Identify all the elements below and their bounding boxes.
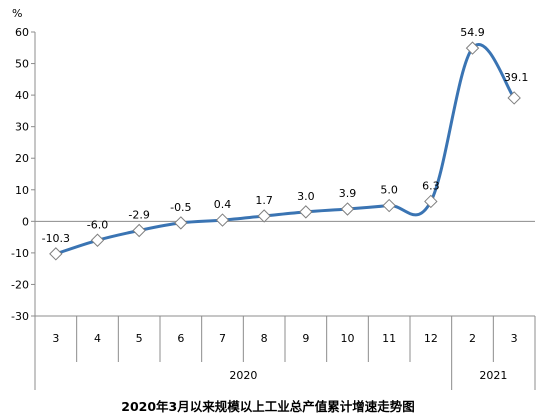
data-point-marker xyxy=(299,205,313,219)
y-tick-label: 30 xyxy=(15,121,29,134)
x-tick-label: 5 xyxy=(136,332,143,345)
x-tick-label: 2 xyxy=(469,332,476,345)
data-point-marker xyxy=(132,223,146,238)
y-tick-label: -10 xyxy=(11,247,29,260)
data-label: -2.9 xyxy=(128,208,149,221)
x-tick-label: 9 xyxy=(302,332,309,345)
data-label: -0.5 xyxy=(170,201,191,214)
data-point-marker xyxy=(174,216,188,230)
data-label: 5.0 xyxy=(380,184,398,197)
y-tick-label: -20 xyxy=(11,278,29,291)
data-label: 1.7 xyxy=(255,194,273,207)
x-tick-label: 4 xyxy=(94,332,101,345)
y-tick-label: 10 xyxy=(15,184,29,197)
data-label: 3.0 xyxy=(297,190,315,203)
y-axis-unit-label: % xyxy=(12,7,22,20)
x-tick-label: 3 xyxy=(52,332,59,345)
data-point-marker xyxy=(424,194,438,209)
data-point-marker xyxy=(257,209,271,223)
x-tick-label: 7 xyxy=(219,332,226,345)
data-point-marker xyxy=(507,91,521,105)
x-tick-label: 11 xyxy=(382,332,396,345)
axes xyxy=(31,31,536,390)
data-label: 39.1 xyxy=(504,71,529,84)
y-axis-ticks: -30 -20 -10 0 10 20 30 40 50 60 xyxy=(11,26,29,323)
x-tick-label: 10 xyxy=(341,332,355,345)
y-tick-label: 50 xyxy=(15,58,29,71)
series-line xyxy=(55,43,516,256)
data-label: -10.3 xyxy=(42,232,70,245)
data-label: 54.9 xyxy=(460,26,485,39)
data-point-marker xyxy=(382,198,396,213)
data-label: 3.9 xyxy=(339,187,357,200)
x-tick-label: 6 xyxy=(177,332,184,345)
y-tick-label: 20 xyxy=(15,152,29,165)
y-tick-label: 0 xyxy=(22,215,29,228)
x-tick-label: 12 xyxy=(424,332,438,345)
data-point-marker xyxy=(465,41,480,55)
data-label: 6.3 xyxy=(422,179,440,192)
x-tick-label: 3 xyxy=(511,332,518,345)
chart-title: 2020年3月以来规模以上工业总产值累计增速走势图 xyxy=(121,399,415,414)
y-tick-label: -30 xyxy=(11,310,29,323)
data-label: -6.0 xyxy=(87,218,108,231)
data-point-marker xyxy=(90,233,105,247)
y-tick-label: 60 xyxy=(15,26,29,39)
year-group-label: 2021 xyxy=(479,369,507,382)
year-group-label: 2020 xyxy=(229,369,257,382)
x-axis-categories: 3 4 5 6 7 8 9 10 11 12 2 3 xyxy=(52,332,517,345)
data-label: 0.4 xyxy=(214,198,232,211)
data-point-marker xyxy=(215,213,230,227)
y-tick-label: 40 xyxy=(15,89,29,102)
data-labels: -10.3 -6.0 -2.9 -0.5 0.4 1.7 3.0 3.9 5.0 6.3 54.9 3… xyxy=(42,26,529,245)
series-markers xyxy=(49,41,521,261)
data-point-marker xyxy=(340,202,355,216)
x-tick-label: 8 xyxy=(261,332,268,345)
data-point-marker xyxy=(49,247,63,261)
x-axis-year-groups: 2020 2021 xyxy=(229,369,507,382)
